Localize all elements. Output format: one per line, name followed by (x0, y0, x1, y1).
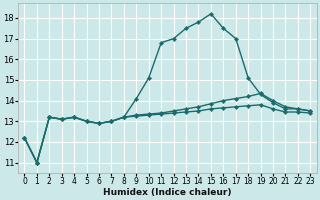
X-axis label: Humidex (Indice chaleur): Humidex (Indice chaleur) (103, 188, 232, 197)
